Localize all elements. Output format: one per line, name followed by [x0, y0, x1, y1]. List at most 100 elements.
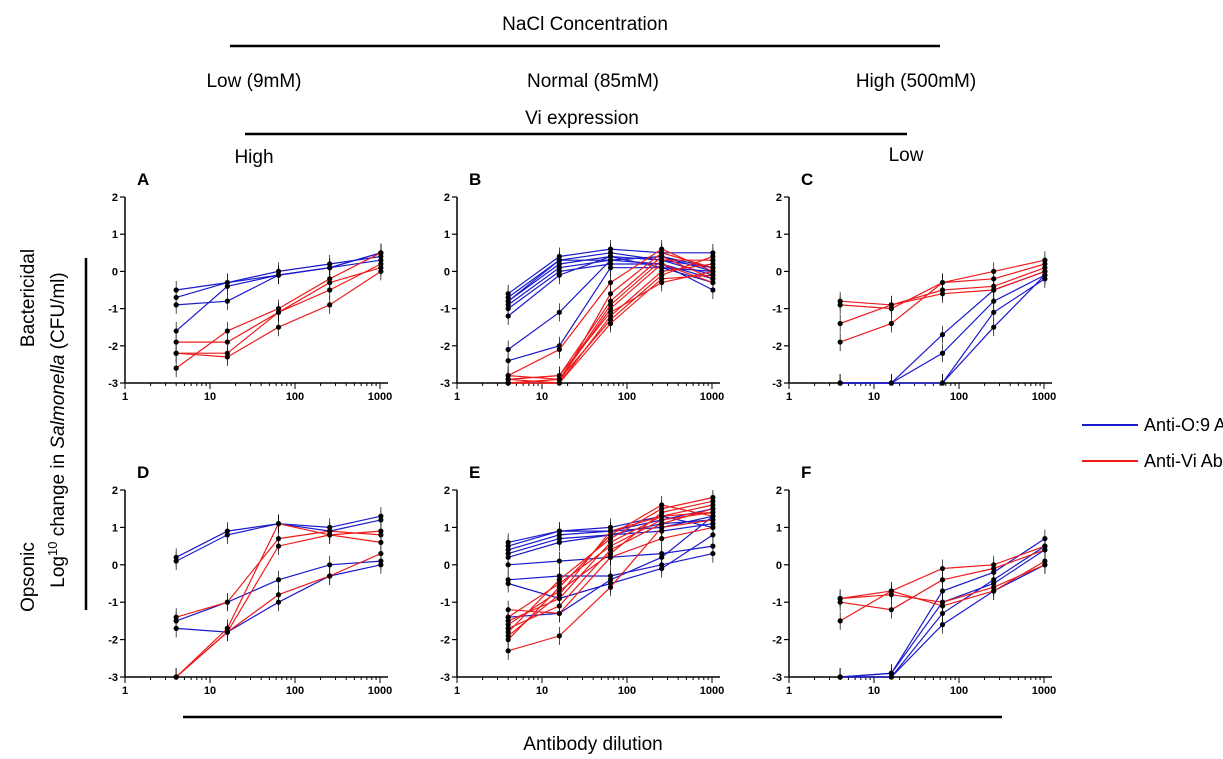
anti-o9-data-point	[939, 350, 946, 356]
panel-b: B -3 -2 -1 0 1 2 1 10 100 1000	[440, 170, 724, 403]
anti-o9-data-point	[837, 674, 843, 680]
anti-o9-data-point	[505, 313, 511, 319]
anti-vi-data-point	[327, 302, 333, 308]
panel-label-b: B	[469, 170, 481, 189]
anti-o9-data-point	[505, 346, 511, 353]
x-tick-label: 10	[868, 685, 880, 697]
anti-o9-data-point	[659, 565, 665, 572]
anti-vi-data-point	[659, 279, 665, 286]
x-tick-label: 100	[618, 391, 636, 403]
y-tick-label: -2	[108, 341, 118, 353]
y-tick-label: -2	[772, 341, 782, 353]
anti-vi-data-point	[659, 502, 665, 508]
anti-vi-data-point	[378, 261, 384, 267]
x-tick-label: 1000	[368, 685, 392, 697]
anti-vi-data-point	[173, 339, 179, 345]
nacl-high-label: High (500mM)	[856, 71, 976, 92]
x-tick-label: 1	[454, 685, 460, 697]
anti-o9-data-point	[837, 380, 843, 386]
anti-vi-data-point	[607, 528, 614, 534]
anti-vi-data-point	[224, 599, 230, 605]
anti-vi-data-point	[327, 287, 333, 293]
anti-o9-data-point	[173, 328, 179, 334]
anti-vi-data-point	[556, 376, 562, 382]
y-tick-label: -1	[772, 304, 782, 316]
anti-o9-data-point	[327, 265, 333, 271]
anti-o9-data-point	[991, 324, 997, 330]
x-tick-label: 100	[286, 391, 304, 403]
y-tick-label: 1	[776, 522, 782, 534]
anti-vi-data-point	[505, 607, 511, 613]
anti-vi-data-point	[837, 595, 843, 602]
anti-vi-data-point	[939, 603, 946, 609]
legend-label-anti-o9: Anti-O:9 Ab	[1144, 415, 1223, 435]
anti-o9-data-point	[173, 558, 179, 564]
y-tick-label: 0	[444, 560, 450, 572]
anti-vi-data-point	[607, 291, 614, 297]
anti-o9-data-point	[505, 562, 511, 568]
anti-vi-data-point	[327, 573, 333, 579]
x-tick-label: 100	[950, 391, 968, 403]
anti-vi-data-point	[173, 365, 179, 371]
vi-low-label: Low	[889, 145, 924, 166]
anti-o9-data-point	[556, 558, 562, 564]
y-tick-label: -2	[440, 341, 450, 353]
anti-o9-data-point	[378, 562, 384, 568]
x-tick-label: 1	[454, 391, 460, 403]
anti-vi-data-point	[888, 588, 894, 594]
x-tick-label: 10	[536, 685, 548, 697]
y-tick-label: 2	[112, 192, 118, 204]
y-tick-label: -2	[772, 635, 782, 647]
anti-o9-data-point	[710, 550, 716, 557]
y-tick-label: -1	[772, 597, 782, 609]
anti-vi-data-point	[505, 633, 511, 639]
y-tick-label: 1	[112, 229, 118, 241]
y-tick-label: 1	[112, 522, 118, 534]
anti-vi-data-point	[607, 279, 614, 286]
anti-vi-data-point	[837, 339, 843, 345]
anti-vi-data-point	[710, 257, 716, 263]
y-tick-label: -3	[772, 672, 782, 684]
anti-vi-data-point	[327, 276, 333, 282]
anti-vi-data-point	[505, 372, 511, 379]
panel-d: D -3 -2 -1 0 1 2 1 10 100 1000	[108, 463, 392, 697]
y-tick-label: 0	[444, 266, 450, 278]
y-tick-label: -3	[440, 378, 450, 390]
anti-o9-data-point	[939, 588, 946, 594]
y-tick-label: 1	[444, 522, 450, 534]
anti-vi-data-point	[224, 339, 230, 345]
x-tick-label: 1000	[700, 391, 724, 403]
x-tick-label: 1000	[1032, 391, 1056, 403]
x-tick-label: 100	[286, 685, 304, 697]
anti-vi-data-point	[224, 629, 230, 635]
anti-vi-data-point	[224, 350, 230, 356]
anti-vi-data-point	[888, 320, 894, 327]
anti-vi-data-point	[837, 298, 843, 304]
x-axis-label: Antibody dilution	[523, 734, 662, 755]
anti-vi-data-point	[378, 539, 384, 545]
anti-vi-data-point	[275, 521, 282, 527]
anti-vi-data-point	[378, 250, 384, 256]
anti-vi-data-point	[505, 648, 511, 654]
x-tick-label: 1	[786, 685, 792, 697]
anti-vi-data-point	[224, 328, 230, 334]
panel-label-c: C	[801, 170, 813, 189]
x-tick-label: 1000	[1032, 685, 1056, 697]
anti-vi-data-point	[275, 592, 282, 598]
vi-title: Vi expression	[525, 108, 639, 129]
y-tick-label: -3	[440, 672, 450, 684]
anti-vi-data-point	[556, 610, 562, 617]
x-tick-label: 100	[618, 685, 636, 697]
legend: Anti-O:9 Ab Anti-Vi Ab	[1082, 415, 1223, 471]
x-tick-label: 1	[122, 685, 128, 697]
anti-vi-data-point	[556, 346, 562, 353]
anti-vi-data-point	[837, 618, 843, 624]
anti-o9-data-point	[224, 298, 230, 304]
panel-e: E -3 -2 -1 0 1 2 1 10 100 1000	[440, 463, 724, 697]
x-tick-label: 1000	[700, 685, 724, 697]
anti-o9-data-point	[275, 272, 282, 278]
nacl-title: NaCl Concentration	[502, 14, 668, 35]
anti-vi-data-point	[556, 633, 562, 639]
y-tick-label: 0	[776, 266, 782, 278]
